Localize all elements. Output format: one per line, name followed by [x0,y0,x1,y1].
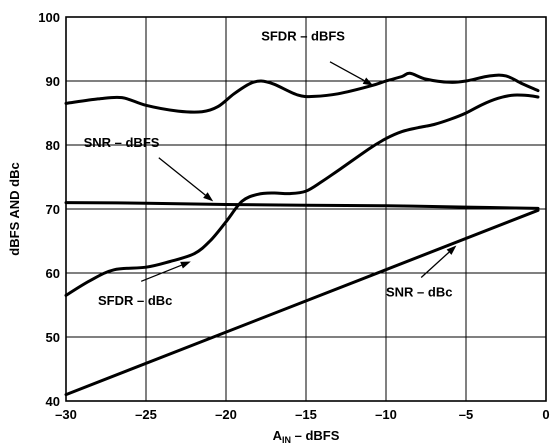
annotation-snr-dbfs-arrowhead [203,192,214,202]
annotation-sfdr-dbfs-label: SFDR – dBFS [261,29,345,44]
plot-frame [65,16,547,402]
x-tick-label: –25 [135,407,157,422]
y-tick-label: 60 [46,266,60,281]
annotation-snr-dbfs-label: SNR – dBFS [84,135,160,150]
annotation-snr-dbc-arrow [420,251,450,278]
annotation-sfdr-dbfs-arrow [329,61,365,82]
y-tick-label: 40 [46,394,60,409]
y-tick-label: 90 [46,74,60,89]
annotation-sfdr-dbc-arrowhead [180,261,191,269]
annotation-sfdr-dbc-label: SFDR – dBc [98,293,172,308]
annotation-snr-dbc-label: SNR – dBc [386,285,452,300]
x-axis-label: AIN – dBFS [273,428,340,445]
grid [65,16,547,402]
x-tick-label: –10 [375,407,397,422]
annotation-sfdr-dbc-arrow [140,264,182,282]
series-sfdr-dbfs [64,71,540,114]
y-tick-label: 70 [46,202,60,217]
x-axis-label-main: A [273,428,283,443]
tick-labels: –30 –25 –20 –15 –10 –5 0 40 50 60 70 80 90 100 [38,10,549,422]
y-tick-label: 100 [38,10,60,25]
y-tick-label: 80 [46,138,60,153]
x-axis-label-rest: – dBFS [291,428,340,443]
series-snr-dbc [64,208,540,397]
x-tick-label: –15 [295,407,317,422]
annotation-snr-dbc-arrowhead [446,245,457,255]
series-group [64,71,540,397]
annotations: SFDR – dBFS SNR – dBFS SFDR – dBc SNR – dBc [84,29,457,308]
y-axis-label: dBFS AND dBc [7,162,22,255]
annotation-snr-dbfs-arrow [158,157,206,196]
x-tick-label: –30 [55,407,77,422]
series-sfdr-dbc [64,93,540,297]
annotation-sfdr-dbfs-arrowhead [362,77,374,86]
y-tick-label: 50 [46,330,60,345]
x-tick-label: –20 [215,407,237,422]
x-tick-label: 0 [542,407,549,422]
series-snr-dbfs [64,201,540,210]
x-axis-label-sub: IN [282,435,291,445]
x-tick-label: –5 [459,407,473,422]
